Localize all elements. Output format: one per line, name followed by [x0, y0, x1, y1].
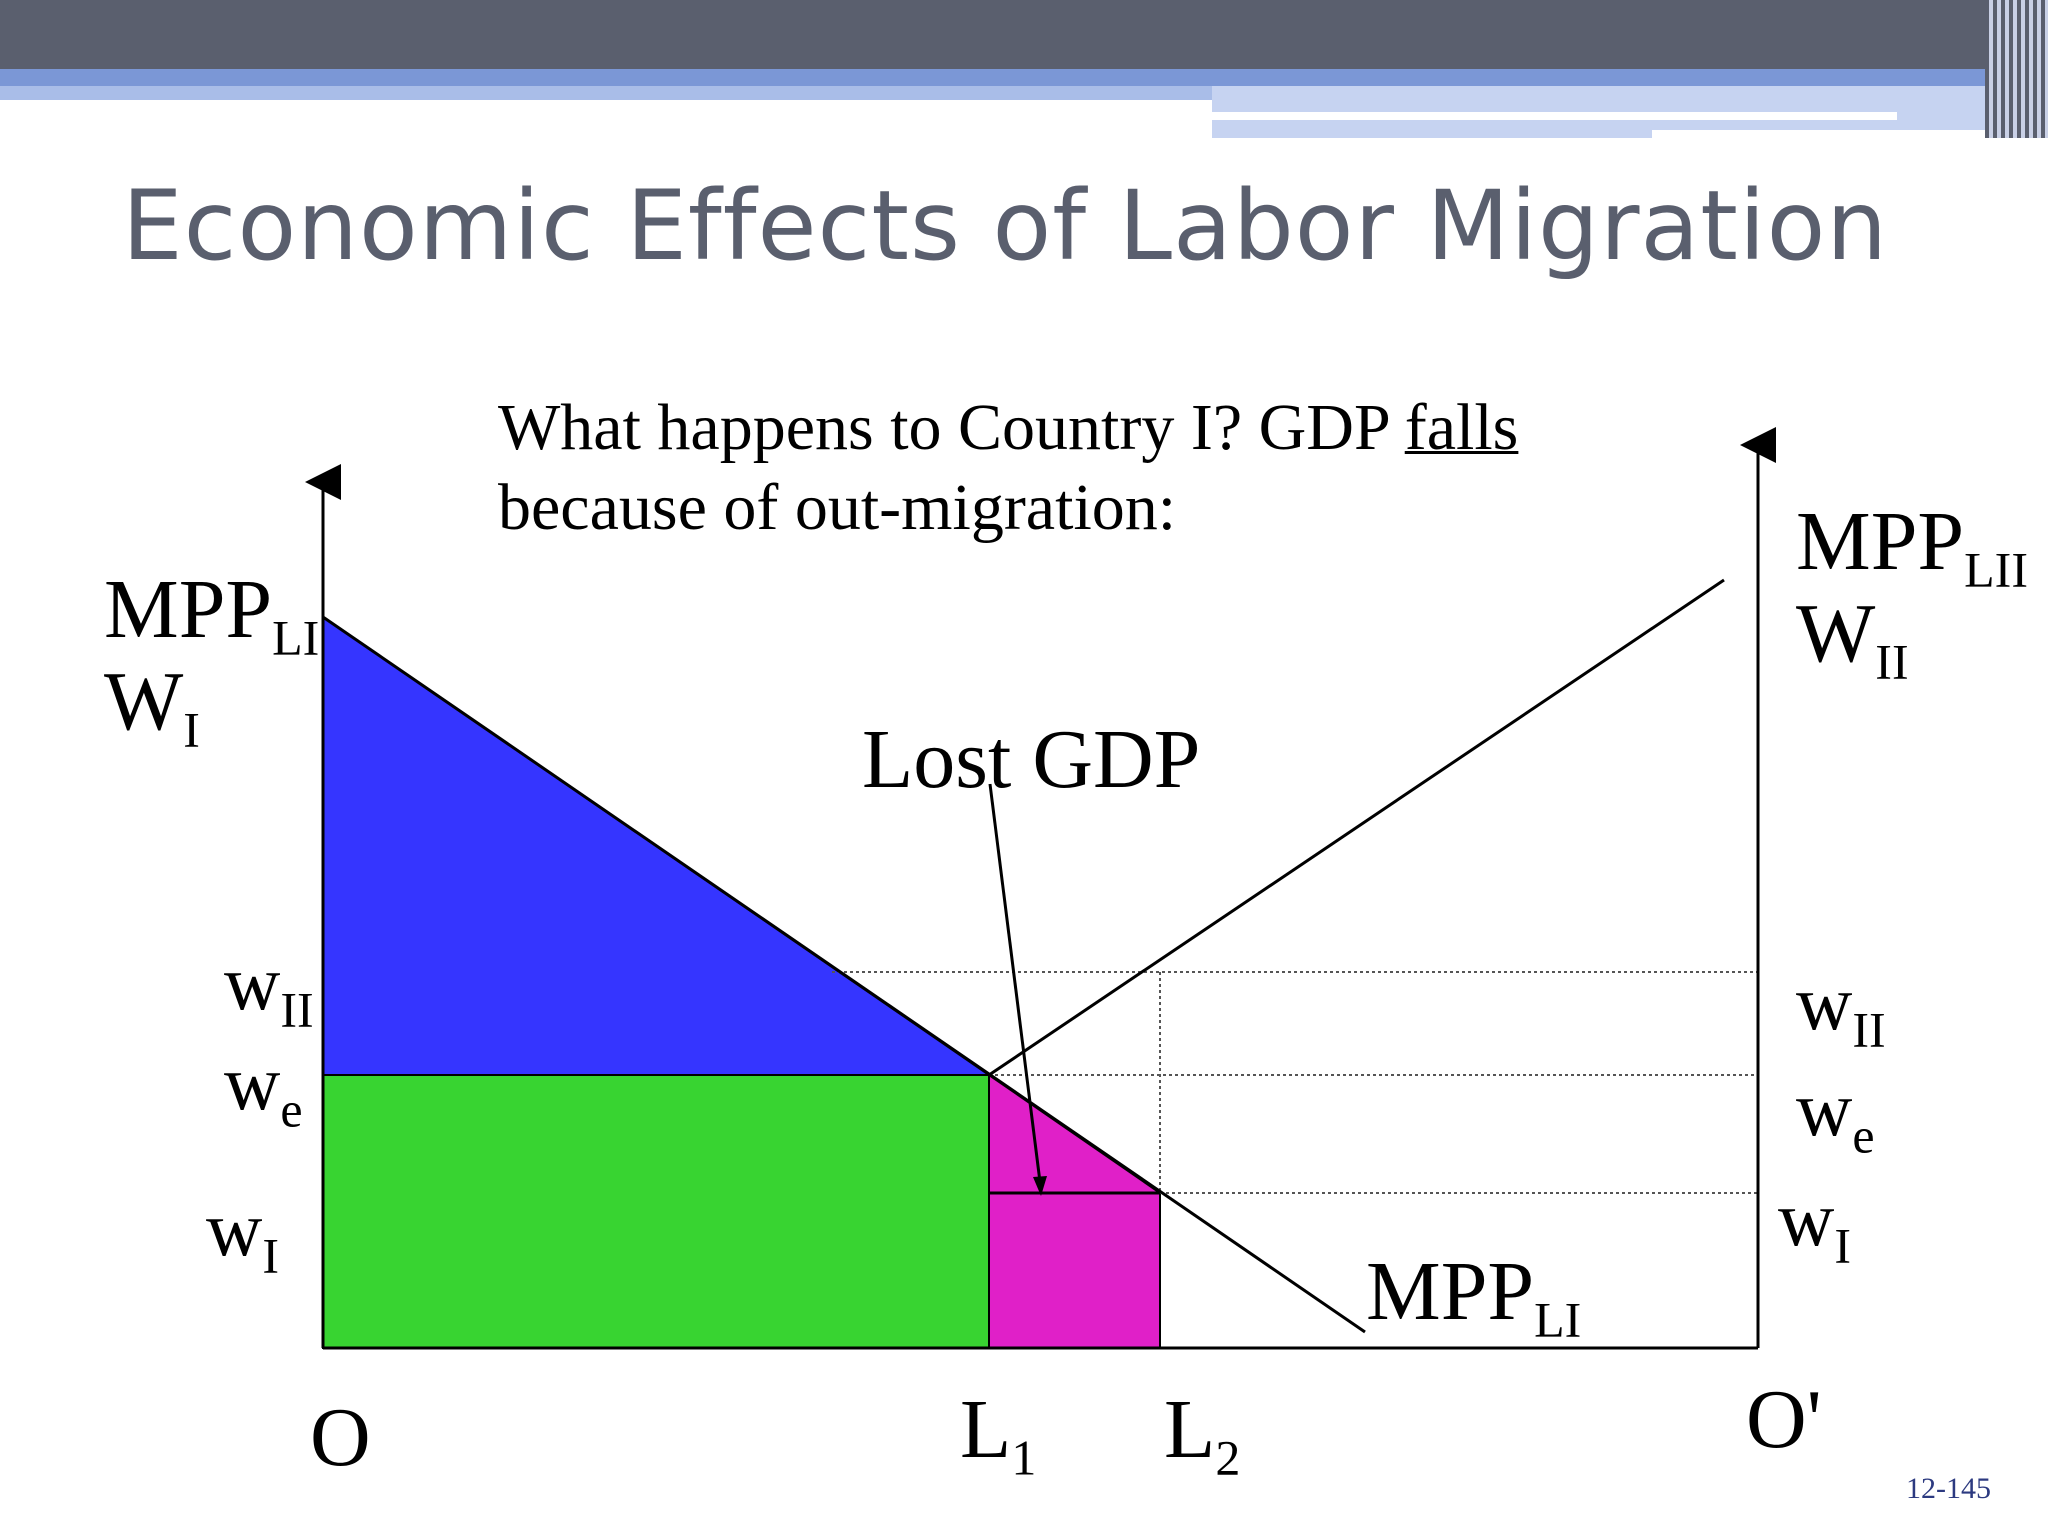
left-wage-wII: wII — [224, 944, 314, 1035]
left-wage-we: we — [224, 1044, 303, 1135]
left-axis-label-mpp: MPPLI — [104, 568, 319, 663]
l2-label: L2 — [1164, 1388, 1240, 1483]
right-axis-w-sub: II — [1875, 633, 1909, 690]
lost-gdp-pointer — [988, 783, 1042, 1183]
origin-left-label: O — [310, 1391, 371, 1484]
mpp-li-curve — [322, 615, 1366, 1334]
lost-gdp-pointer-head — [1033, 1176, 1047, 1196]
left-we-main: w — [224, 1039, 281, 1126]
right-wage-wII: wII — [1796, 964, 1886, 1055]
right-axis-mpp-main: MPP — [1796, 495, 1965, 588]
right-axis-mpp-sub: LII — [1964, 541, 2028, 598]
right-we-sub: e — [1852, 1107, 1875, 1164]
right-wI-main: w — [1778, 1175, 1835, 1262]
right-axis-w-main: W — [1796, 587, 1876, 680]
right-wage-wI: wI — [1778, 1180, 1851, 1271]
header-stripes-decoration — [1985, 0, 2048, 138]
mpp-lii-curve — [988, 578, 1725, 1077]
l1-main: L — [960, 1383, 1012, 1476]
left-wage-wI: wI — [206, 1190, 279, 1281]
left-wII-main: w — [224, 939, 281, 1026]
lost-gdp-label: Lost GDP — [862, 713, 1201, 806]
right-wII-main: w — [1796, 959, 1853, 1046]
left-axis-mpp-main: MPP — [104, 563, 273, 656]
magenta-area-lost-gdp — [988, 1073, 1161, 1349]
origin-right-label: O' — [1746, 1373, 1822, 1466]
curve-label-sub: LI — [1534, 1291, 1582, 1348]
green-area-labor-income — [322, 1074, 990, 1349]
question-line2: because of out-migration: — [498, 471, 1177, 544]
left-axis-w-main: W — [104, 655, 184, 748]
question-emphasis: falls — [1404, 391, 1519, 464]
question-text: What happens to Country I? GDP falls bec… — [498, 388, 1688, 548]
curve-label-main: MPP — [1366, 1245, 1535, 1338]
left-axis-w-sub: I — [183, 701, 200, 758]
l2-main: L — [1164, 1383, 1216, 1476]
left-wI-sub: I — [262, 1227, 279, 1284]
right-axis-label-mpp: MPPLII — [1796, 500, 2028, 595]
header-band-light-blue — [0, 86, 1212, 100]
question-line1: What happens to Country I? GDP — [498, 391, 1405, 464]
right-we-main: w — [1796, 1065, 1853, 1152]
right-wI-sub: I — [1834, 1217, 1851, 1274]
page-number: 12-145 — [1906, 1472, 1991, 1505]
left-wI-main: w — [206, 1185, 263, 1272]
left-axis-label-wage: WI — [104, 660, 200, 755]
header-band-white-line — [1212, 112, 1897, 120]
left-axis-mpp-sub: LI — [272, 609, 320, 666]
l1-sub: 1 — [1011, 1429, 1037, 1486]
header-band-white-line-2 — [1652, 130, 2007, 138]
left-wII-sub: II — [280, 981, 314, 1038]
right-wII-sub: II — [1852, 1001, 1886, 1058]
l2-sub: 2 — [1215, 1429, 1241, 1486]
l1-label: L1 — [960, 1388, 1036, 1483]
slide-title: Economic Effects of Labor Migration — [122, 170, 1889, 282]
right-wage-we: we — [1796, 1070, 1875, 1161]
mpp-li-curve-label: MPPLI — [1366, 1250, 1581, 1345]
header-band-dark — [0, 0, 2048, 69]
right-axis-label-wage: WII — [1796, 592, 1909, 687]
left-we-sub: e — [280, 1081, 303, 1138]
header-band-blue — [0, 69, 2000, 86]
